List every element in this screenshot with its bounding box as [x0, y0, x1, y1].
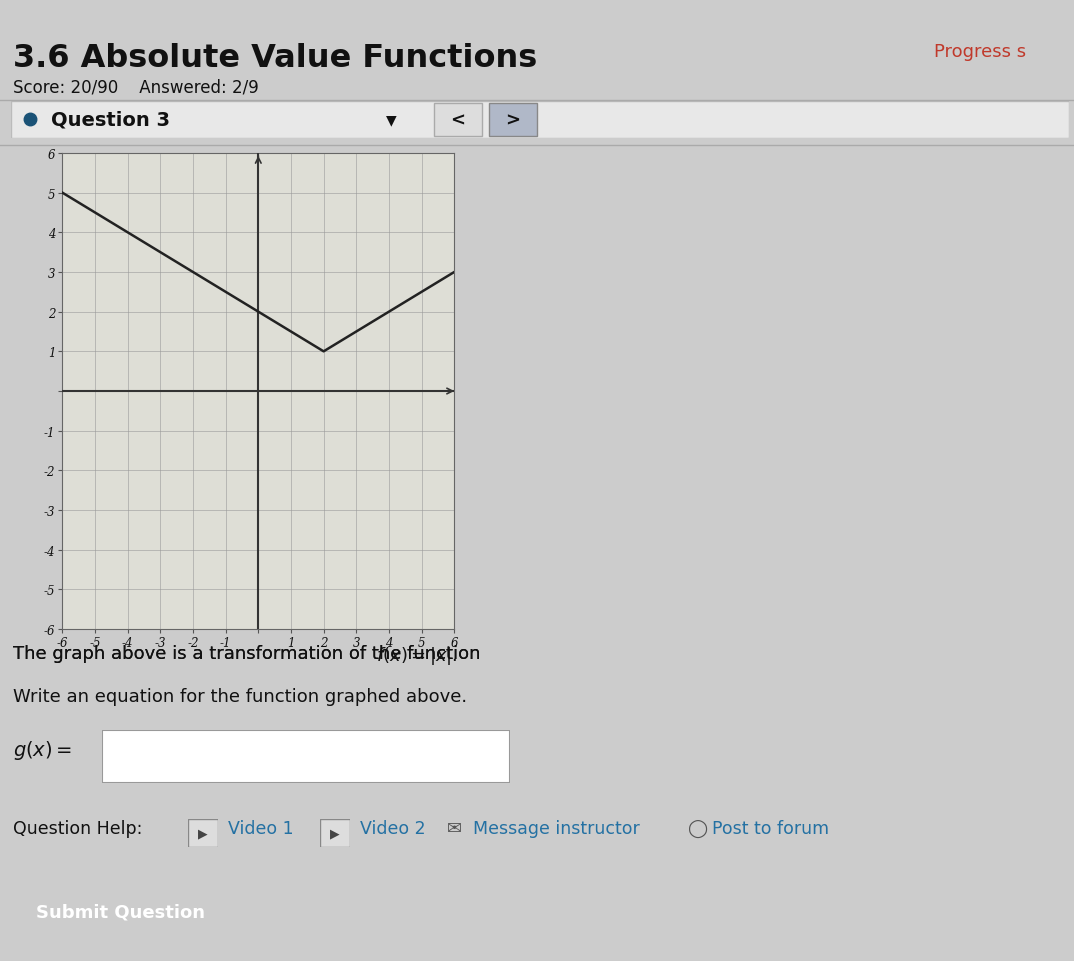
- Text: ▶: ▶: [199, 826, 207, 840]
- Bar: [489, 104, 537, 136]
- Text: The graph above is a transformation of the function: The graph above is a transformation of t…: [13, 644, 487, 662]
- Text: The graph above is a transformation of the function: The graph above is a transformation of t…: [13, 644, 487, 662]
- Text: Video 2: Video 2: [360, 819, 425, 837]
- Text: $g(x) =$: $g(x) =$: [13, 738, 72, 761]
- Text: Question 3: Question 3: [50, 111, 170, 130]
- Text: <: <: [450, 111, 465, 129]
- Text: Submit Question: Submit Question: [35, 903, 205, 921]
- Text: Question Help:: Question Help:: [13, 819, 142, 837]
- Text: ◯: ◯: [687, 819, 708, 837]
- Text: Score: 20/90    Answered: 2/9: Score: 20/90 Answered: 2/9: [13, 79, 259, 97]
- Text: $f(x) = |x|.$: $f(x) = |x|.$: [376, 644, 458, 666]
- Text: Message instructor: Message instructor: [473, 819, 639, 837]
- Text: >: >: [505, 111, 520, 129]
- Text: 3.6 Absolute Value Functions: 3.6 Absolute Value Functions: [13, 43, 537, 74]
- Text: ▼: ▼: [387, 113, 397, 127]
- Text: Post to forum: Post to forum: [712, 819, 829, 837]
- Bar: [434, 104, 481, 136]
- Text: Video 1: Video 1: [228, 819, 293, 837]
- Text: Progress s: Progress s: [934, 43, 1027, 62]
- Text: ✉: ✉: [447, 819, 462, 837]
- Text: ▶: ▶: [331, 826, 339, 840]
- Text: Write an equation for the function graphed above.: Write an equation for the function graph…: [13, 687, 467, 705]
